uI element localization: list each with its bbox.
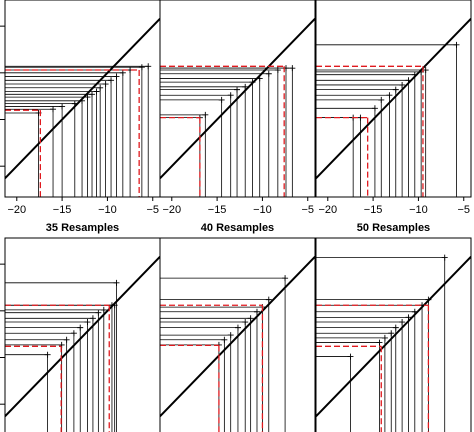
point xyxy=(202,111,209,118)
point xyxy=(386,92,393,99)
diagonal xyxy=(160,17,315,180)
point xyxy=(388,330,395,337)
panel-frame xyxy=(159,0,316,198)
point xyxy=(79,97,86,104)
point xyxy=(265,70,272,77)
diagonal xyxy=(160,255,315,418)
panel-frame xyxy=(315,237,472,432)
point xyxy=(113,73,120,80)
panel-frame xyxy=(315,0,472,198)
point xyxy=(256,75,263,82)
panel xyxy=(5,17,160,197)
panel-title: 35 Resamples xyxy=(46,222,119,234)
point xyxy=(422,67,429,74)
point xyxy=(371,105,378,112)
point xyxy=(381,334,388,341)
panel xyxy=(160,17,315,197)
point xyxy=(84,319,91,326)
panel xyxy=(160,255,315,432)
panel xyxy=(316,254,471,432)
point xyxy=(145,63,152,70)
panel-title: 50 Resamples xyxy=(357,222,430,234)
point xyxy=(392,324,399,331)
point xyxy=(347,353,354,360)
point xyxy=(441,254,448,261)
x-tick-label: −20 xyxy=(162,204,181,216)
point xyxy=(227,332,234,339)
diagonal xyxy=(316,17,471,180)
point xyxy=(265,296,272,303)
point xyxy=(392,86,399,93)
x-tick-label: −20 xyxy=(318,204,337,216)
point xyxy=(242,319,249,326)
panel xyxy=(316,17,471,197)
point xyxy=(234,86,241,93)
point xyxy=(97,84,104,91)
point xyxy=(59,103,66,110)
point xyxy=(247,315,254,322)
diagonal xyxy=(5,255,160,418)
point xyxy=(44,351,51,358)
point xyxy=(93,88,100,95)
point xyxy=(102,81,109,88)
point xyxy=(405,314,412,321)
x-tick-label: −10 xyxy=(98,204,117,216)
point xyxy=(411,71,418,78)
panel-frame xyxy=(4,237,161,432)
point xyxy=(77,324,84,331)
point xyxy=(119,69,126,76)
point xyxy=(70,330,77,337)
diagonal xyxy=(5,17,160,180)
point xyxy=(411,308,418,315)
point xyxy=(378,96,385,103)
point xyxy=(221,336,228,343)
point xyxy=(89,315,96,322)
x-tick-label: −20 xyxy=(7,204,26,216)
point xyxy=(138,64,145,71)
point xyxy=(249,79,256,86)
point xyxy=(84,94,91,101)
point xyxy=(108,77,115,84)
point xyxy=(242,83,249,90)
point xyxy=(100,306,107,313)
x-tick-label: −5 xyxy=(301,204,314,216)
point xyxy=(376,339,383,346)
point xyxy=(453,41,460,48)
diagonal xyxy=(316,255,471,418)
point xyxy=(89,91,96,98)
x-tick-label: −15 xyxy=(364,204,383,216)
x-tick-label: −5 xyxy=(457,204,470,216)
point xyxy=(282,275,289,282)
x-tick-label: −10 xyxy=(253,204,272,216)
point xyxy=(218,96,225,103)
panel xyxy=(5,255,160,432)
point xyxy=(95,309,102,316)
point xyxy=(425,296,432,303)
x-tick-label: −15 xyxy=(208,204,227,216)
x-tick-label: −15 xyxy=(53,204,72,216)
point xyxy=(63,336,70,343)
point xyxy=(234,324,241,331)
point xyxy=(253,308,260,315)
point xyxy=(50,106,57,113)
point xyxy=(399,319,406,326)
point xyxy=(289,65,296,72)
point xyxy=(71,100,78,107)
panel-title: 40 Resamples xyxy=(201,222,274,234)
x-tick-label: −10 xyxy=(409,204,428,216)
x-tick-label: −5 xyxy=(146,204,159,216)
panel-frame xyxy=(159,237,316,432)
point xyxy=(113,279,120,286)
point xyxy=(405,77,412,84)
point xyxy=(399,81,406,88)
point xyxy=(227,92,234,99)
